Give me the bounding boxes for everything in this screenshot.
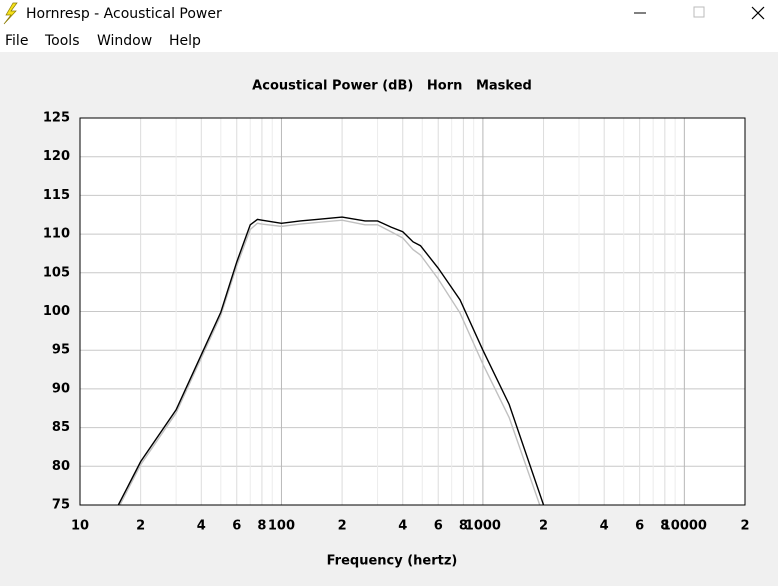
y-tick-label: 100 [43, 304, 70, 319]
x-tick-label: 2 [136, 519, 145, 534]
close-button[interactable] [751, 6, 765, 20]
x-tick-label: 6 [434, 519, 443, 534]
data-line [117, 216, 545, 505]
y-tick-label: 75 [52, 498, 70, 513]
x-tick-label: 10 [71, 519, 89, 534]
y-tick-label: 120 [43, 149, 70, 164]
x-tick-label: 8 [660, 519, 669, 534]
chart-title: Acoustical Power (dB) Horn Masked [252, 79, 532, 94]
menu-item[interactable]: Help [169, 33, 201, 49]
x-tick-label: 2 [740, 519, 749, 534]
plot-border [79, 117, 746, 506]
y-tick-label: 90 [52, 381, 70, 396]
data-line [119, 219, 541, 505]
app-icon [3, 2, 18, 25]
menu-item[interactable]: Window [97, 33, 152, 49]
x-tick-label: 10000 [662, 519, 707, 534]
maximize-button[interactable] [693, 6, 705, 18]
y-tick-label: 125 [43, 111, 70, 126]
x-tick-label: 6 [232, 519, 241, 534]
x-tick-label: 8 [459, 519, 468, 534]
x-tick-label: 4 [600, 519, 609, 534]
y-tick-label: 105 [43, 265, 70, 280]
x-tick-label: 2 [539, 519, 548, 534]
x-tick-label: 1000 [465, 519, 501, 534]
y-tick-label: 110 [43, 227, 70, 242]
x-tick-label: 8 [257, 519, 266, 534]
y-tick-label: 80 [52, 459, 70, 474]
y-tick-label: 115 [43, 188, 70, 203]
x-tick-label: 6 [635, 519, 644, 534]
x-axis-label: Frequency (hertz) [327, 554, 458, 569]
x-tick-label: 4 [197, 519, 206, 534]
menu-item[interactable]: File [5, 33, 28, 49]
x-tick-label: 100 [268, 519, 295, 534]
y-tick-label: 85 [52, 420, 70, 435]
x-tick-label: 4 [398, 519, 407, 534]
y-tick-label: 95 [52, 343, 70, 358]
x-tick-label: 2 [338, 519, 347, 534]
title-bar [0, 0, 778, 28]
menu-item[interactable]: Tools [44, 33, 80, 49]
menu-bar [0, 28, 778, 52]
window-title: Hornresp - Acoustical Power [26, 6, 222, 22]
